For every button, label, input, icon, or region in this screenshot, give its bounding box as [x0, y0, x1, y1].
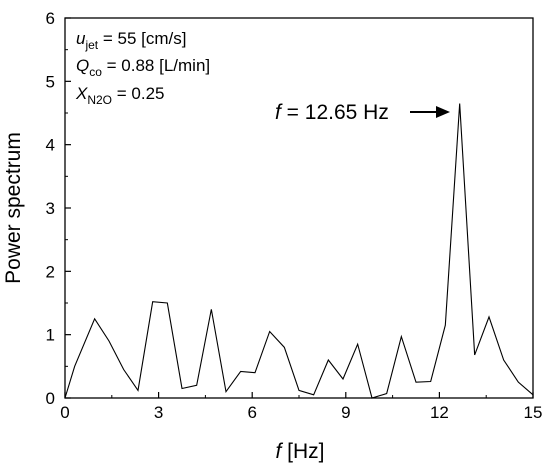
y-tick-label: 2	[46, 262, 55, 281]
y-tick-label: 6	[46, 9, 55, 28]
x-tick-label: 3	[154, 403, 163, 422]
y-tick-label: 0	[46, 389, 55, 408]
peak-arrow-head	[436, 106, 450, 118]
y-tick-label: 4	[46, 136, 55, 155]
y-tick-label: 5	[46, 72, 55, 91]
x-axis-title: f [Hz]	[275, 440, 324, 463]
x-tick-label: 0	[60, 403, 69, 422]
x-tick-label: 9	[341, 403, 350, 422]
x-tick-label: 6	[247, 403, 256, 422]
plot-frame	[64, 17, 534, 399]
peak-annotation: f = 12.65 Hz	[275, 101, 389, 124]
annotation-ujet: ujet = 55 [cm/s]	[76, 29, 187, 52]
y-tick-label: 1	[46, 326, 55, 345]
y-tick-label: 3	[46, 199, 55, 218]
x-tick-label: 15	[524, 403, 543, 422]
series-line	[64, 103, 534, 399]
y-axis-title: Power spectrum	[2, 132, 25, 284]
annotation-qco: Qco = 0.88 [L/min]	[76, 56, 210, 79]
x-tick-label: 12	[430, 403, 449, 422]
annotation-xn2o: XN2O = 0.25	[75, 84, 165, 107]
